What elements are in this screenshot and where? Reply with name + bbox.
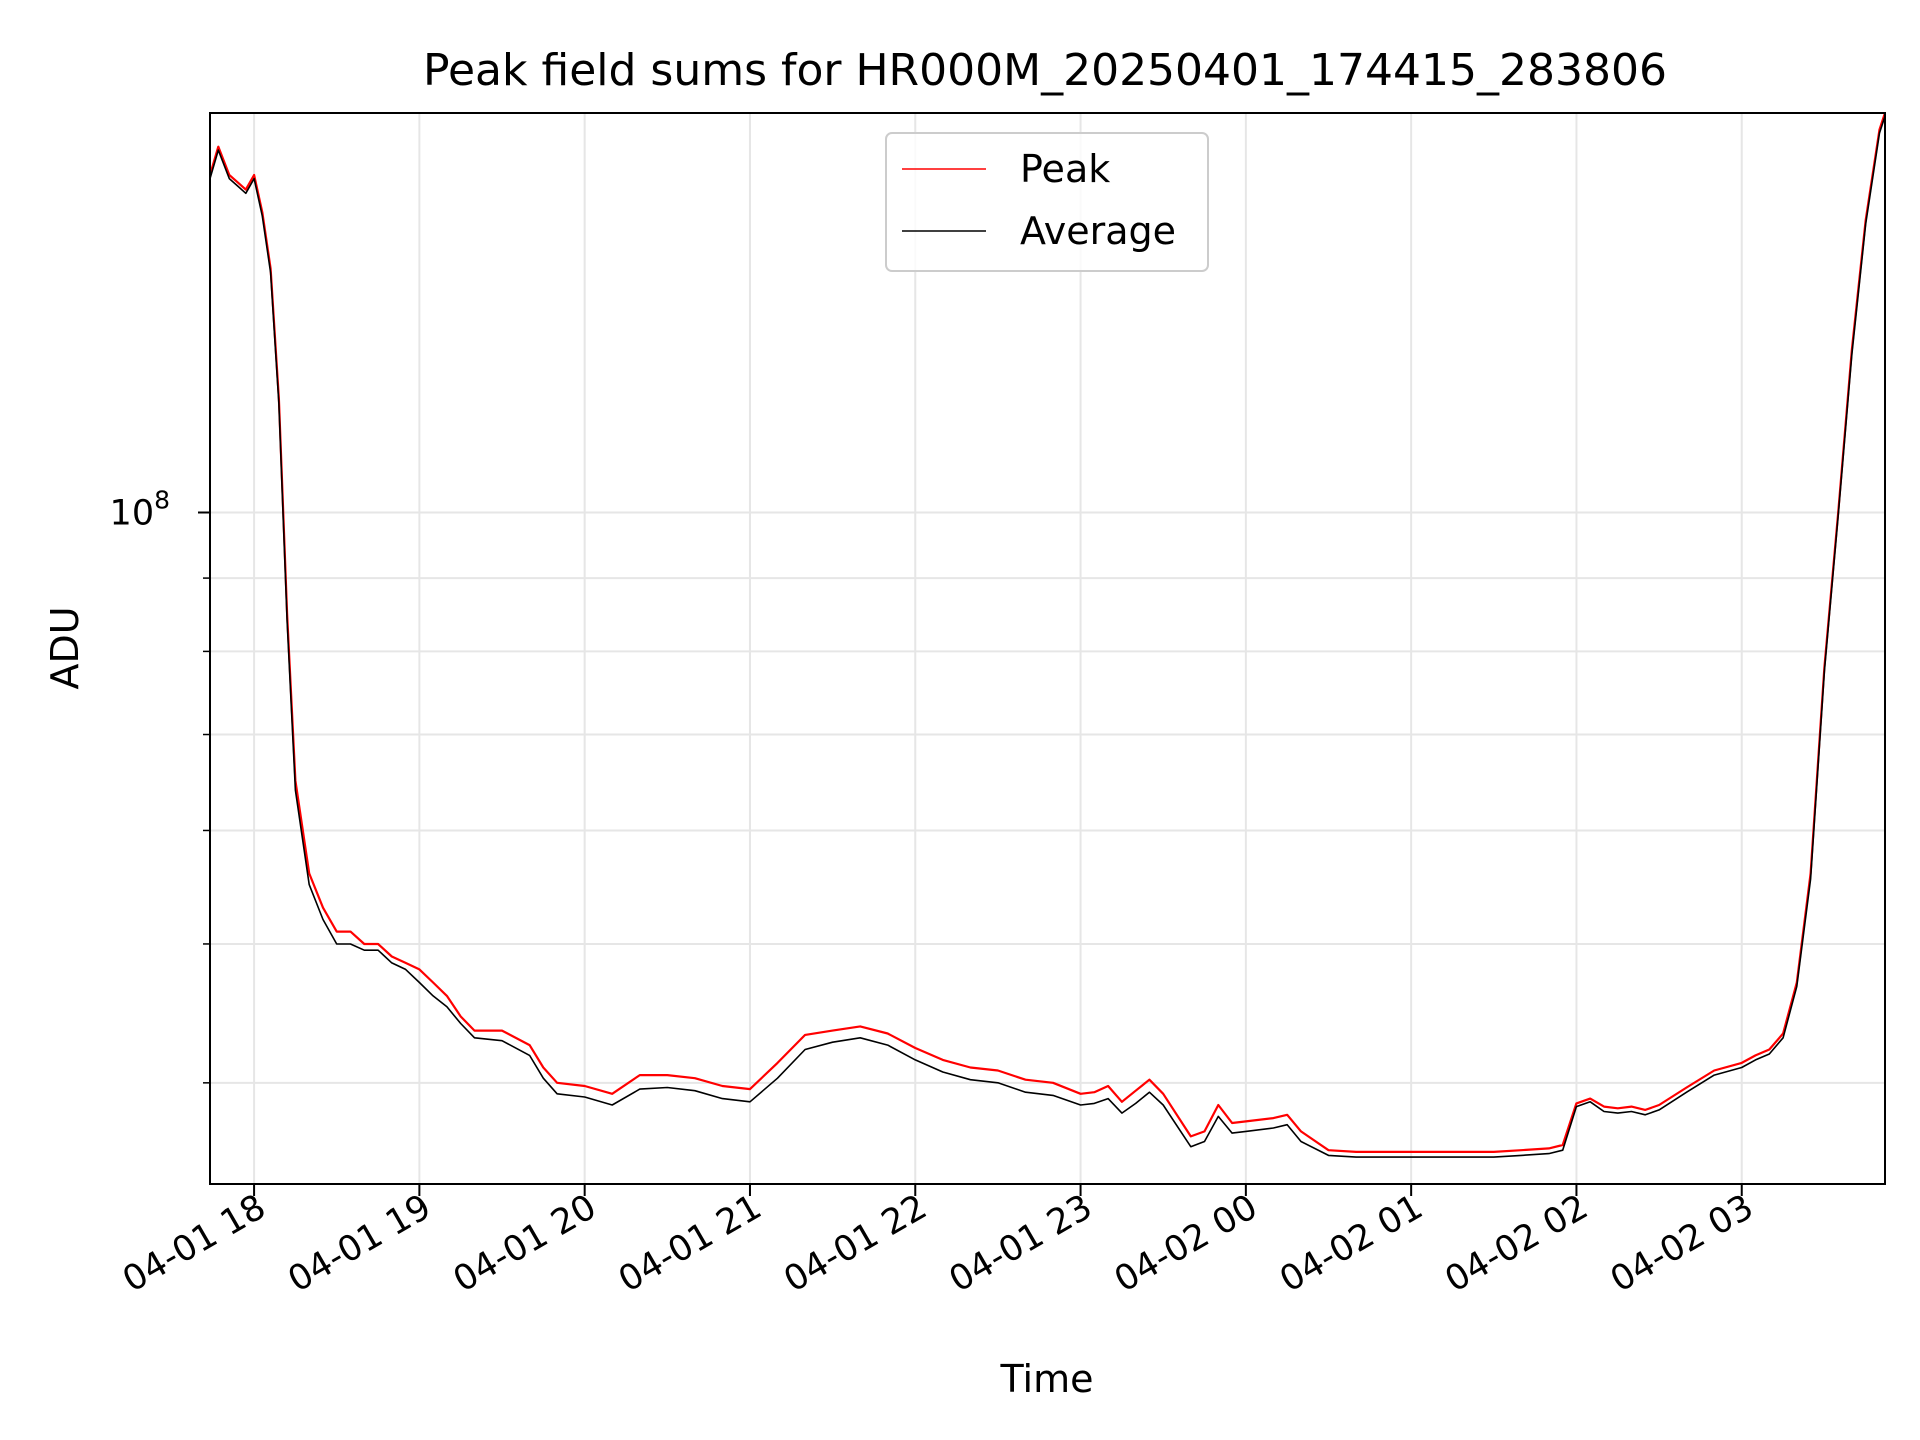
plot-area-frame	[209, 112, 1886, 1185]
chart-title: Peak field sums for HR000M_20250401_1744…	[423, 45, 1667, 96]
y-tick-label: 108	[110, 486, 170, 534]
y-axis-label: ADU	[43, 606, 87, 689]
series-peak-line	[208, 112, 1887, 1154]
y-axis: 108	[110, 486, 210, 1084]
legend-peak-label: Peak	[1020, 147, 1110, 191]
x-axis-label: Time	[1000, 1357, 1094, 1401]
series-average-line	[209, 116, 1886, 1158]
legend: Peak Average	[885, 132, 1209, 272]
legend-box	[885, 132, 1209, 272]
legend-average-label: Average	[1020, 209, 1176, 253]
series-layer	[208, 112, 1887, 1158]
